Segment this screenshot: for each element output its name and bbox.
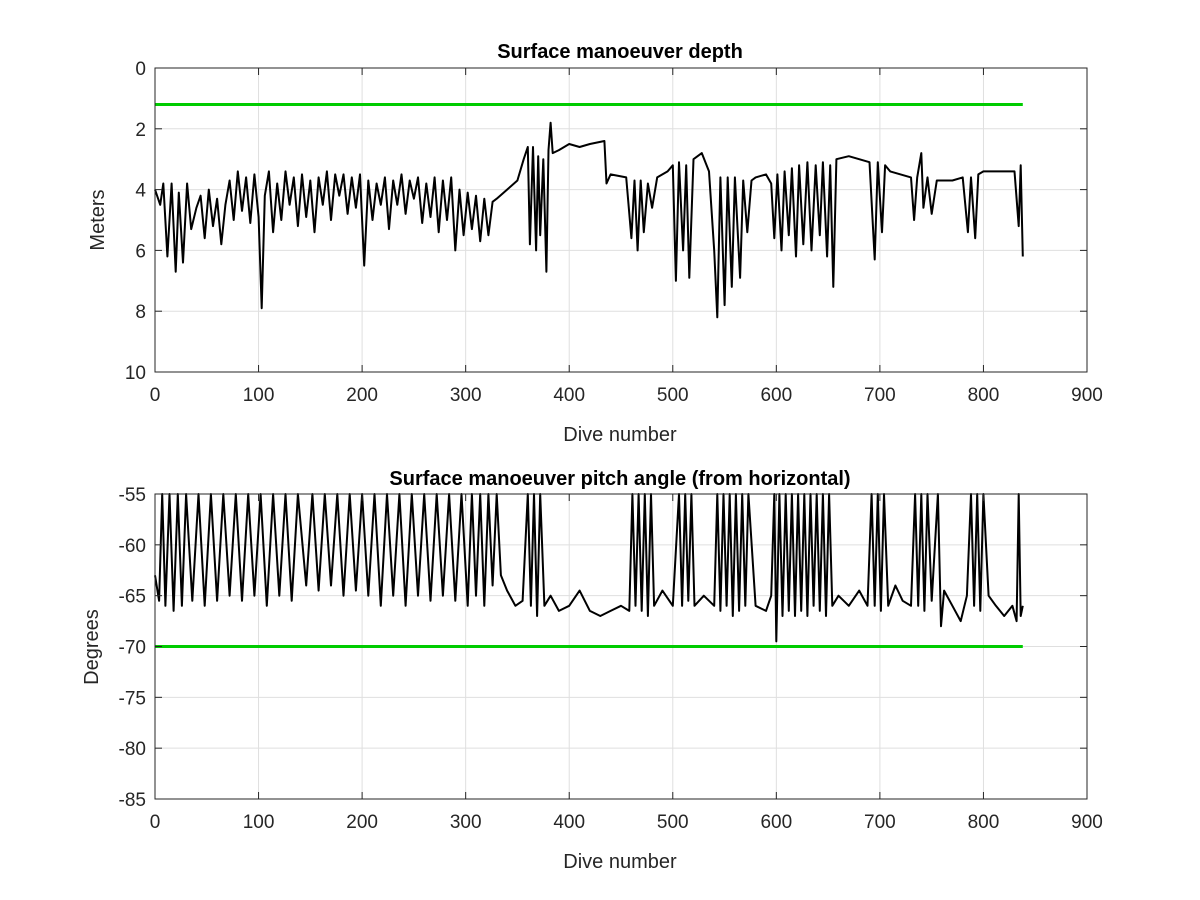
y-tick-label: 8 (135, 302, 146, 323)
y-tick-label: -85 (119, 790, 146, 811)
axes-box (154, 67, 1088, 373)
x-tick-label: 800 (968, 385, 1000, 406)
x-tick-label: 200 (346, 812, 378, 833)
x-tick-label: 800 (968, 812, 1000, 833)
y-tick-label: -70 (119, 638, 146, 659)
x-tick-label: 200 (346, 385, 378, 406)
x-tick-label: 500 (657, 385, 689, 406)
x-tick-label: 0 (150, 812, 161, 833)
axes-box (154, 493, 1088, 800)
x-tick-label: 400 (553, 385, 585, 406)
y-tick-label: -80 (119, 739, 146, 760)
depth-y-tick-labels: 0 2 4 6 8 10 (125, 59, 147, 384)
x-tick-label: 0 (150, 385, 161, 406)
depth-chart-title: Surface manoeuver depth (497, 41, 743, 63)
x-tick-label: 300 (450, 812, 482, 833)
x-tick-label: 600 (760, 385, 792, 406)
depth-y-axis-label: Meters (87, 189, 109, 250)
x-tick-label: 400 (553, 812, 585, 833)
pitch-subplot: 0 100 200 300 400 500 600 700 800 900 -55 -60 -65 -7… (81, 468, 1103, 873)
pitch-x-axis-label: Dive number (563, 851, 677, 873)
pitch-series (154, 493, 1024, 643)
x-tick-label: 900 (1071, 385, 1103, 406)
depth-series (154, 121, 1024, 319)
x-tick-label: 300 (450, 385, 482, 406)
x-tick-label: 700 (864, 812, 896, 833)
pitch-chart-title: Surface manoeuver pitch angle (from hori… (389, 468, 850, 490)
y-tick-label: 10 (125, 363, 146, 384)
data-series-line (154, 121, 1024, 319)
x-tick-label: 100 (243, 385, 275, 406)
y-tick-label: -60 (119, 536, 146, 557)
y-tick-label: 0 (135, 59, 146, 80)
y-tick-label: -65 (119, 587, 146, 608)
y-tick-label: 6 (135, 241, 146, 262)
pitch-axes-frame (154, 493, 1088, 800)
depth-subplot: 0 100 200 300 400 500 600 700 800 900 0 2 4 6 8 10 Sur… (87, 41, 1103, 446)
x-tick-label: 500 (657, 812, 689, 833)
y-tick-label: -55 (119, 485, 146, 506)
data-series-line (154, 493, 1024, 643)
y-tick-label: 2 (135, 120, 146, 141)
depth-grid (154, 67, 1088, 373)
y-tick-label: 4 (135, 181, 146, 202)
pitch-x-tick-labels: 0 100 200 300 400 500 600 700 800 900 (150, 812, 1103, 833)
depth-x-axis-label: Dive number (563, 424, 677, 446)
x-tick-label: 700 (864, 385, 896, 406)
pitch-y-axis-label: Degrees (81, 609, 103, 685)
y-tick-label: -75 (119, 688, 146, 709)
depth-axes-frame (154, 67, 1088, 373)
x-tick-label: 900 (1071, 812, 1103, 833)
x-tick-label: 100 (243, 812, 275, 833)
depth-x-tick-labels: 0 100 200 300 400 500 600 700 800 900 (150, 385, 1103, 406)
pitch-y-tick-labels: -55 -60 -65 -70 -75 -80 -85 (119, 485, 146, 811)
x-tick-label: 600 (760, 812, 792, 833)
